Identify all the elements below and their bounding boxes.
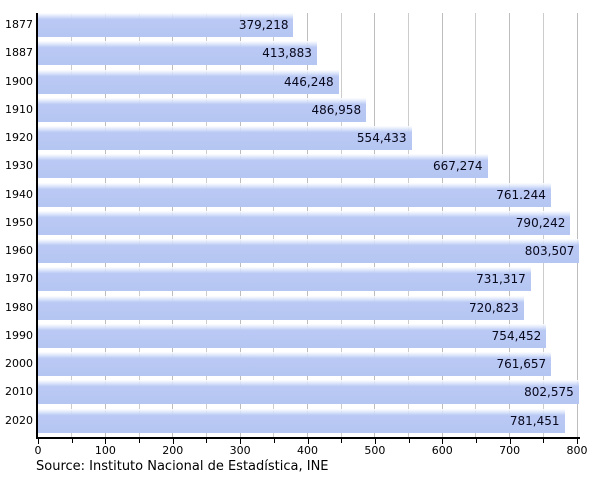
- bar: 761.244: [38, 182, 551, 207]
- bar-value-label: 781,451: [509, 413, 560, 428]
- x-axis-tick-label: 100: [94, 444, 116, 457]
- bar: 761,657: [38, 352, 552, 377]
- y-axis-label: 1877: [5, 18, 33, 31]
- bar-value-label: 761.244: [496, 187, 546, 202]
- bar-row: 554,433: [38, 126, 577, 154]
- bar: 781,451: [38, 408, 565, 433]
- y-axis-label: 1930: [5, 159, 33, 173]
- bar-value-label: 667,274: [432, 159, 483, 174]
- bar-value-label: 754,452: [491, 328, 542, 343]
- bar-value-label: 802,575: [524, 385, 574, 400]
- y-axis-label: 1920: [5, 131, 33, 145]
- bar-row: 790,242: [38, 210, 577, 239]
- bar-row: 720,823: [38, 295, 577, 324]
- y-axis-label: 1970: [5, 272, 33, 286]
- x-axis-tick: [139, 439, 141, 443]
- x-axis-tick: [341, 439, 343, 443]
- bar: 802,575: [38, 380, 579, 405]
- bar: 486,958: [38, 97, 367, 122]
- y-axis-line: [36, 13, 38, 439]
- y-axis-label: 1887: [5, 46, 33, 60]
- bar: 720,823: [38, 295, 524, 320]
- y-axis-label: 1960: [5, 244, 33, 258]
- x-axis-tick-label: 400: [297, 444, 318, 457]
- bar: 667,274: [38, 154, 488, 179]
- bar: 803,507: [38, 239, 580, 264]
- x-axis-tick: [509, 439, 511, 444]
- bar-value-label: 379,218: [238, 18, 289, 32]
- x-axis-tick: [105, 439, 107, 444]
- x-axis-tick-label: 500: [364, 444, 386, 457]
- y-axis-label: 1990: [5, 328, 33, 342]
- bar: 790,242: [38, 210, 571, 235]
- bar-row: 379,218: [38, 13, 577, 41]
- y-axis-label: 1980: [5, 300, 33, 314]
- bar: 446,248: [38, 69, 339, 94]
- gridline-major: [576, 13, 578, 437]
- x-axis-tick: [374, 439, 376, 444]
- bar: 754,452: [38, 323, 547, 348]
- bar-value-label: 486,958: [311, 102, 362, 117]
- y-axis-label: 1910: [5, 102, 33, 116]
- x-axis-tick: [307, 439, 309, 444]
- x-axis-tick: [206, 439, 208, 443]
- x-axis-tick-label: 600: [431, 444, 453, 457]
- y-axis-label: 1950: [5, 215, 33, 229]
- bar-value-label: 761,657: [496, 357, 547, 372]
- bar-value-label: 554,433: [356, 131, 407, 146]
- x-axis-tick-label: 200: [162, 444, 184, 457]
- bar-value-label: 720,823: [469, 300, 519, 315]
- bar: 554,433: [38, 126, 412, 151]
- x-axis-tick: [273, 439, 275, 443]
- bar-value-label: 446,248: [284, 74, 334, 89]
- bar-value-label: 731,317: [476, 272, 526, 287]
- bar-row: 413,883: [38, 41, 577, 69]
- y-axis-label: 1900: [5, 74, 33, 88]
- x-axis-tick: [38, 439, 39, 444]
- bar-row: 781,451: [38, 408, 577, 437]
- bar-rows-layer: 379,218 413,883 446,248 486,958 554,433 667,2…: [38, 13, 580, 437]
- x-axis-tick: [442, 439, 444, 444]
- bar-value-label: 803,507: [524, 244, 575, 259]
- y-axis-label: 2000: [5, 357, 33, 371]
- bar-value-label: 413,883: [262, 46, 312, 61]
- x-axis-tick: [240, 439, 242, 444]
- y-axis-label: 1940: [5, 187, 33, 201]
- bar-row: 486,958: [38, 97, 577, 126]
- source-caption: Source: Instituto Nacional de Estadístic…: [36, 459, 329, 474]
- plot-area: 379,218 413,883 446,248 486,958 554,433 667,2…: [38, 13, 580, 437]
- bar-row: 731,317: [38, 267, 577, 295]
- x-axis-tick-label: 800: [566, 444, 588, 457]
- bar: 413,883: [38, 41, 317, 66]
- x-axis-tick-label: 0: [34, 444, 42, 457]
- bar-row: 761.244: [38, 182, 577, 211]
- bar-row: 667,274: [38, 154, 577, 182]
- y-axis-label: 2010: [5, 385, 33, 399]
- y-axis-label: 2020: [5, 413, 33, 427]
- x-axis-tick: [543, 439, 545, 443]
- bar-row: 803,507: [38, 239, 580, 267]
- bar-row: 754,452: [38, 323, 577, 352]
- x-axis-tick: [475, 439, 477, 443]
- x-axis-tick: [172, 439, 174, 444]
- bar-row: 761,657: [38, 352, 577, 380]
- bar-row: 446,248: [38, 69, 577, 98]
- x-axis-line: [36, 437, 580, 439]
- bar: 379,218: [38, 13, 294, 37]
- x-axis-tick-label: 300: [229, 444, 251, 457]
- x-axis-tick: [408, 439, 410, 443]
- bar-row: 802,575: [38, 380, 579, 408]
- x-axis-tick: [577, 439, 578, 444]
- bar-value-label: 790,242: [515, 215, 566, 230]
- bar: 731,317: [38, 267, 531, 292]
- x-axis-tick-label: 700: [499, 444, 521, 457]
- x-axis-tick: [71, 439, 73, 443]
